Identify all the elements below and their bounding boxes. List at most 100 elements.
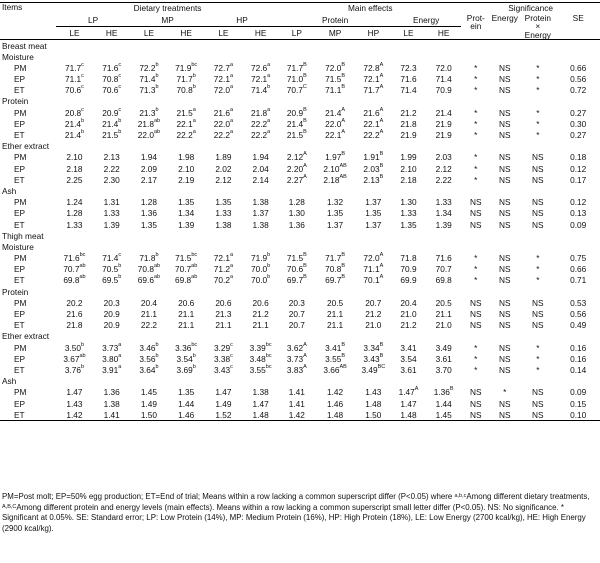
table-row: EP 1.28 1.33 1.36 1.34 1.33 1.37 1.30 1.35 1.35 1.… bbox=[0, 208, 600, 219]
table-cell: 1.36 bbox=[103, 387, 120, 398]
table-cell: NS bbox=[532, 208, 544, 219]
table-row: PM 20.2 20.3 20.4 20.6 20.6 20.6 20.3 20.5 20.7 20… bbox=[0, 297, 600, 308]
table-cell: 3.36bc bbox=[175, 341, 198, 353]
table-cell: * bbox=[536, 74, 540, 85]
table-row: PM 71.6bc 71.4c 71.8b 71.5bc 72.1a 71.9b 71.5B 7… bbox=[0, 252, 600, 264]
main-he-header: HE bbox=[426, 26, 462, 41]
section-row: Breast meat bbox=[0, 40, 600, 52]
table-cell: NS bbox=[532, 163, 544, 174]
table-cell: 1.52 bbox=[204, 409, 243, 422]
table-cell: 72.6a bbox=[251, 61, 271, 73]
table-cell: 21.1 bbox=[140, 309, 157, 320]
table-cell: NS bbox=[498, 163, 511, 174]
table-cell: 69.7B bbox=[325, 274, 345, 286]
table-cell: NS bbox=[498, 197, 511, 208]
table-cell: 0.53 bbox=[570, 297, 587, 308]
table-cell: 3.80a bbox=[102, 352, 122, 364]
table-cell: NS bbox=[470, 297, 482, 308]
period-label: PM bbox=[14, 297, 27, 308]
table-cell: 3.83A bbox=[286, 363, 307, 375]
table-cell: 20.7 bbox=[288, 309, 305, 320]
table-cell: 71.1c bbox=[65, 73, 84, 85]
table-cell: NS bbox=[498, 398, 511, 409]
period-label: ET bbox=[14, 275, 25, 286]
table-cell: NS bbox=[498, 107, 511, 118]
table-cell: 3.70 bbox=[435, 364, 452, 375]
table-cell: 69.6ab bbox=[137, 274, 161, 286]
table-cell: 1.42 bbox=[327, 387, 344, 398]
table-cell: 2.20A bbox=[286, 162, 307, 174]
table-cell: 70.7ab bbox=[63, 263, 86, 275]
table-cell: 1.91B bbox=[363, 151, 384, 163]
energy-effect-header: Energy bbox=[390, 14, 462, 28]
table-cell: 1.45 bbox=[140, 387, 157, 398]
table-cell: 3.38c bbox=[213, 352, 233, 364]
table-row: EP 1.43 1.38 1.49 1.44 1.49 1.47 1.41 1.46 1.48 1.… bbox=[0, 398, 600, 409]
table-cell: 3.69b bbox=[176, 363, 196, 375]
table-cell: 1.30 bbox=[400, 197, 417, 208]
period-label: EP bbox=[14, 74, 26, 85]
table-cell: 21.1 bbox=[215, 320, 232, 331]
table-cell: NS bbox=[498, 130, 511, 141]
table-cell: 0.71 bbox=[570, 275, 587, 286]
table-cell: 3.73a bbox=[102, 341, 122, 353]
table-cell: 1.45 bbox=[426, 409, 462, 422]
table-cell: 22.1A bbox=[363, 117, 384, 129]
table-row: ET 1.42 1.41 1.50 1.46 1.52 1.48 1.42 1.48 1.50 1.… bbox=[0, 409, 600, 422]
table-cell: NS bbox=[470, 219, 482, 230]
table-cell: 71.7b bbox=[176, 73, 196, 85]
table-cell: 3.61 bbox=[400, 364, 417, 375]
table-cell: 1.94 bbox=[140, 152, 157, 163]
table-cell: 21.0 bbox=[400, 309, 417, 320]
table-cell: NS bbox=[498, 174, 511, 185]
table-cell: 1.39 bbox=[435, 219, 452, 230]
table-cell: 70.9 bbox=[400, 264, 417, 275]
table-cell: 1.42 bbox=[279, 409, 315, 422]
table-cell: * bbox=[474, 107, 478, 118]
table-cell: 0.56 bbox=[570, 309, 587, 320]
table-cell: 1.39 bbox=[178, 219, 195, 230]
table-cell: 2.13 bbox=[103, 152, 120, 163]
table-cell: 1.30 bbox=[288, 208, 305, 219]
protein-effect-header: Protein bbox=[279, 14, 391, 28]
main-mp-header: MP bbox=[314, 26, 356, 41]
table-cell: 20.9 bbox=[103, 309, 120, 320]
period-label: EP bbox=[14, 208, 26, 219]
hp-he-header: HE bbox=[242, 26, 280, 41]
table-cell: NS bbox=[470, 387, 482, 398]
table-cell: 71.6 bbox=[400, 74, 417, 85]
section-title: Thigh meat bbox=[2, 230, 44, 241]
table-cell: 1.49 bbox=[215, 398, 232, 409]
table-cell: 69.9 bbox=[400, 275, 417, 286]
table-cell: NS bbox=[498, 309, 511, 320]
table-cell: 0.66 bbox=[570, 264, 587, 275]
sig-interaction-header: Protein × Energy bbox=[519, 14, 557, 41]
table-cell: 1.46 bbox=[327, 398, 344, 409]
table-cell: 1.48 bbox=[390, 409, 427, 422]
mp-le-header: LE bbox=[130, 26, 168, 41]
table-cell: 20.2 bbox=[66, 297, 83, 308]
table-cell: 21.1 bbox=[178, 309, 195, 320]
table-cell: 1.38 bbox=[252, 387, 269, 398]
table-cell: 0.13 bbox=[570, 208, 587, 219]
table-row: EP 71.1c 70.8c 71.4b 71.7b 72.1a 72.1a 71.0B 71.… bbox=[0, 73, 600, 85]
table-cell: 21.2 bbox=[400, 320, 417, 331]
table-cell: 1.44 bbox=[435, 398, 452, 409]
table-cell: 71.7B bbox=[286, 61, 307, 73]
table-row: EP 70.7ab 70.5b 70.8ab 70.7ab 71.2a 70.0b 70.6B… bbox=[0, 264, 600, 275]
table-cell: * bbox=[474, 364, 478, 375]
table-cell: 2.27A bbox=[286, 173, 307, 185]
group-row: Ether extract bbox=[0, 141, 600, 152]
table-cell: 21.4 bbox=[435, 107, 452, 118]
table-cell: 1.28 bbox=[140, 197, 157, 208]
table-cell: 21.4b bbox=[64, 117, 85, 129]
table-cell: 3.49 bbox=[435, 342, 452, 353]
table-cell: 1.36 bbox=[140, 208, 157, 219]
group-row: Moisture bbox=[0, 241, 600, 252]
table-cell: 22.2 bbox=[140, 320, 157, 331]
period-label: ET bbox=[0, 409, 56, 422]
table-cell: 1.44 bbox=[178, 398, 195, 409]
table-cell: 1.38 bbox=[215, 219, 232, 230]
group-title: Moisture bbox=[2, 51, 34, 62]
table-cell: 71.7c bbox=[65, 61, 84, 73]
